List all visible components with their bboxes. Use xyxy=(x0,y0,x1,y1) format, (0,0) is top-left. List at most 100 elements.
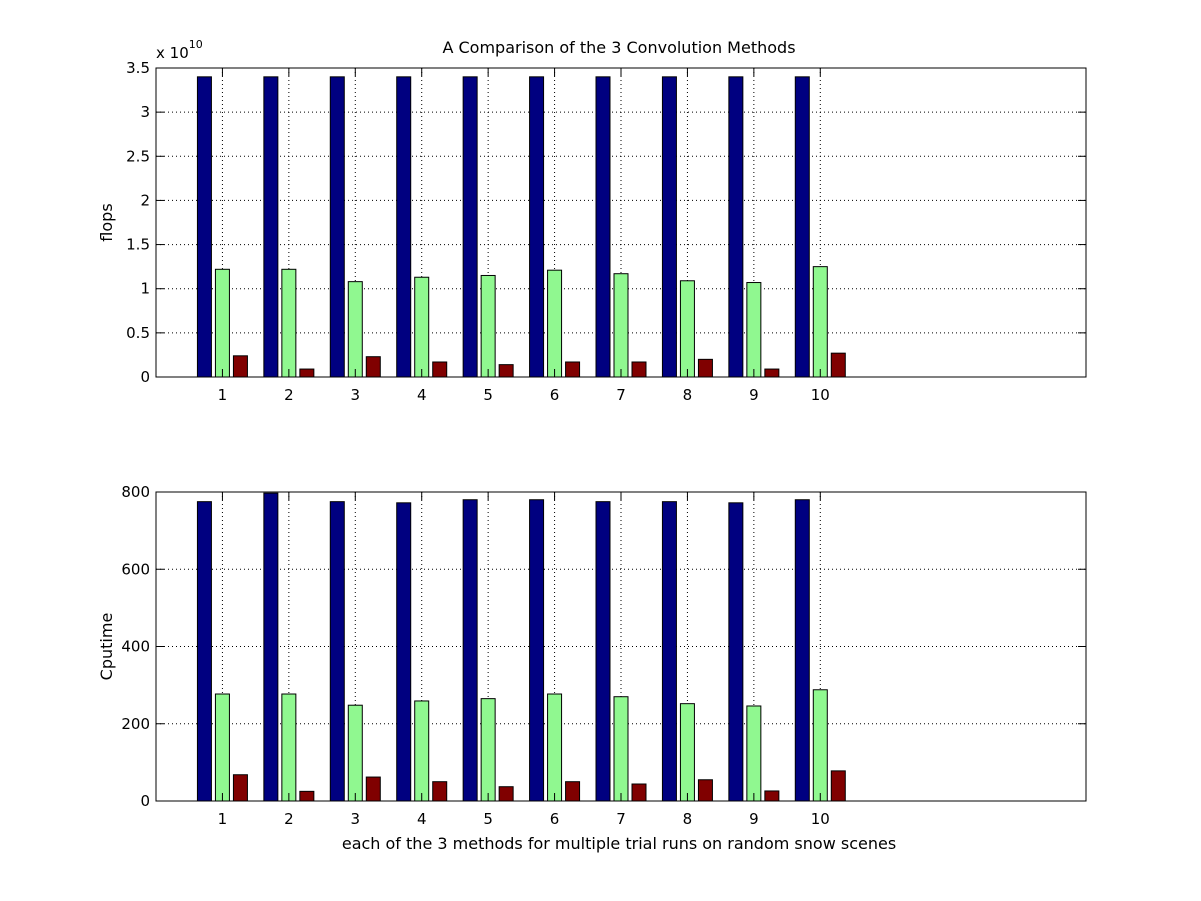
bar-series1-cat9 xyxy=(728,502,744,802)
bar-series2-cat1 xyxy=(214,693,230,802)
y-exponent-power: 10 xyxy=(189,38,203,51)
bar-series3-cat6 xyxy=(565,361,581,378)
x-tick-label: 5 xyxy=(483,810,493,828)
x-tick-label: 9 xyxy=(749,386,759,404)
bar-series1-cat10 xyxy=(794,76,810,378)
bar-series2-cat1 xyxy=(214,268,230,378)
bar-series3-cat1 xyxy=(232,355,248,378)
bar-series2-cat9 xyxy=(746,282,762,378)
bar-series1-cat9 xyxy=(728,76,744,378)
x-tick-label: 5 xyxy=(483,386,493,404)
bar-series1-cat2 xyxy=(263,492,279,802)
bar-series1-cat6 xyxy=(529,499,545,802)
bar-series1-cat3 xyxy=(329,76,345,378)
bar-series1-cat4 xyxy=(396,502,412,802)
y-axis-label: flops xyxy=(97,203,116,241)
y-tick-label: 1 xyxy=(140,280,150,298)
x-tick-label: 10 xyxy=(811,386,830,404)
bar-series2-cat4 xyxy=(414,276,430,378)
y-tick-label: 600 xyxy=(121,560,150,578)
y-tick-label: 1.5 xyxy=(126,236,150,254)
x-tick-label: 6 xyxy=(550,386,560,404)
bar-series3-cat9 xyxy=(764,790,780,802)
x-tick-label: 1 xyxy=(218,810,228,828)
y-tick-label: 800 xyxy=(121,483,150,501)
bar-series2-cat4 xyxy=(414,700,430,802)
y-tick-label: 3 xyxy=(140,103,150,121)
chart-panel-2: 0 200 400 600 800 1 2 3 4 5 6 7 8 9 10 Cputime each of t… xyxy=(97,483,1087,853)
bar-series1-cat8 xyxy=(661,76,677,378)
bar-series3-cat8 xyxy=(697,779,713,802)
y-axis-label: Cputime xyxy=(97,613,116,681)
bar-series3-cat3 xyxy=(365,356,381,378)
x-tick-label: 4 xyxy=(417,386,427,404)
bar-series2-cat10 xyxy=(812,266,828,378)
bar-series3-cat7 xyxy=(631,361,647,378)
y-tick-label: 2.5 xyxy=(126,147,150,165)
x-tick-label: 4 xyxy=(417,810,427,828)
bar-series3-cat9 xyxy=(764,368,780,378)
x-tick-label: 3 xyxy=(351,386,361,404)
y-tick-label: 0 xyxy=(140,368,150,386)
y-tick-label: 3.5 xyxy=(126,59,150,77)
x-axis-label: each of the 3 methods for multiple trial… xyxy=(342,834,896,853)
bar-series3-cat10 xyxy=(830,352,846,378)
x-tick-label: 6 xyxy=(550,810,560,828)
bar-series2-cat7 xyxy=(613,696,629,802)
bar-series2-cat5 xyxy=(480,698,496,802)
bar-series1-cat7 xyxy=(595,501,611,802)
bar-series3-cat5 xyxy=(498,364,514,378)
bar-series3-cat8 xyxy=(697,358,713,378)
bar-series1-cat2 xyxy=(263,76,279,378)
bar-series1-cat5 xyxy=(462,76,478,378)
x-tick-label: 3 xyxy=(351,810,361,828)
bar-series1-cat10 xyxy=(794,499,810,802)
bar-series2-cat7 xyxy=(613,273,629,378)
bar-series1-cat3 xyxy=(329,501,345,802)
bar-series3-cat2 xyxy=(299,790,315,802)
bar-series1-cat6 xyxy=(529,76,545,378)
y-tick-label: 0.5 xyxy=(126,324,150,342)
x-tick-label: 8 xyxy=(683,386,693,404)
bar-series2-cat5 xyxy=(480,274,496,378)
x-tick-label: 2 xyxy=(284,810,294,828)
x-tick-label: 1 xyxy=(218,386,228,404)
bar-series1-cat5 xyxy=(462,499,478,802)
x-tick-label: 8 xyxy=(683,810,693,828)
bar-series2-cat8 xyxy=(679,280,695,378)
bar-series3-cat7 xyxy=(631,783,647,802)
bar-series3-cat4 xyxy=(432,361,448,378)
x-tick-label: 7 xyxy=(616,386,626,404)
bar-series1-cat8 xyxy=(661,501,677,802)
bar-series1-cat4 xyxy=(396,76,412,378)
bar-series3-cat10 xyxy=(830,770,846,802)
y-tick-label: 2 xyxy=(140,191,150,209)
y-tick-label: 400 xyxy=(121,638,150,656)
chart-title: A Comparison of the 3 Convolution Method… xyxy=(442,38,795,57)
y-tick-label: 200 xyxy=(121,715,150,733)
bar-series3-cat4 xyxy=(432,781,448,802)
bar-series1-cat1 xyxy=(196,501,212,802)
bar-series2-cat6 xyxy=(547,693,563,802)
bar-series2-cat3 xyxy=(347,281,363,378)
bar-series1-cat1 xyxy=(196,76,212,378)
bar-series2-cat3 xyxy=(347,704,363,802)
bar-series2-cat10 xyxy=(812,689,828,802)
bar-series2-cat2 xyxy=(281,268,297,378)
bar-series2-cat2 xyxy=(281,693,297,802)
bar-series2-cat6 xyxy=(547,269,563,378)
x-tick-label: 2 xyxy=(284,386,294,404)
bar-series3-cat3 xyxy=(365,776,381,802)
x-tick-label: 10 xyxy=(811,810,830,828)
bar-series2-cat9 xyxy=(746,705,762,802)
x-tick-label: 9 xyxy=(749,810,759,828)
bar-series2-cat8 xyxy=(679,703,695,802)
bar-series3-cat2 xyxy=(299,368,315,378)
bar-series3-cat6 xyxy=(565,781,581,802)
x-tick-label: 7 xyxy=(616,810,626,828)
bar-series3-cat5 xyxy=(498,786,514,802)
bar-series3-cat1 xyxy=(232,774,248,802)
y-tick-label: 0 xyxy=(140,792,150,810)
